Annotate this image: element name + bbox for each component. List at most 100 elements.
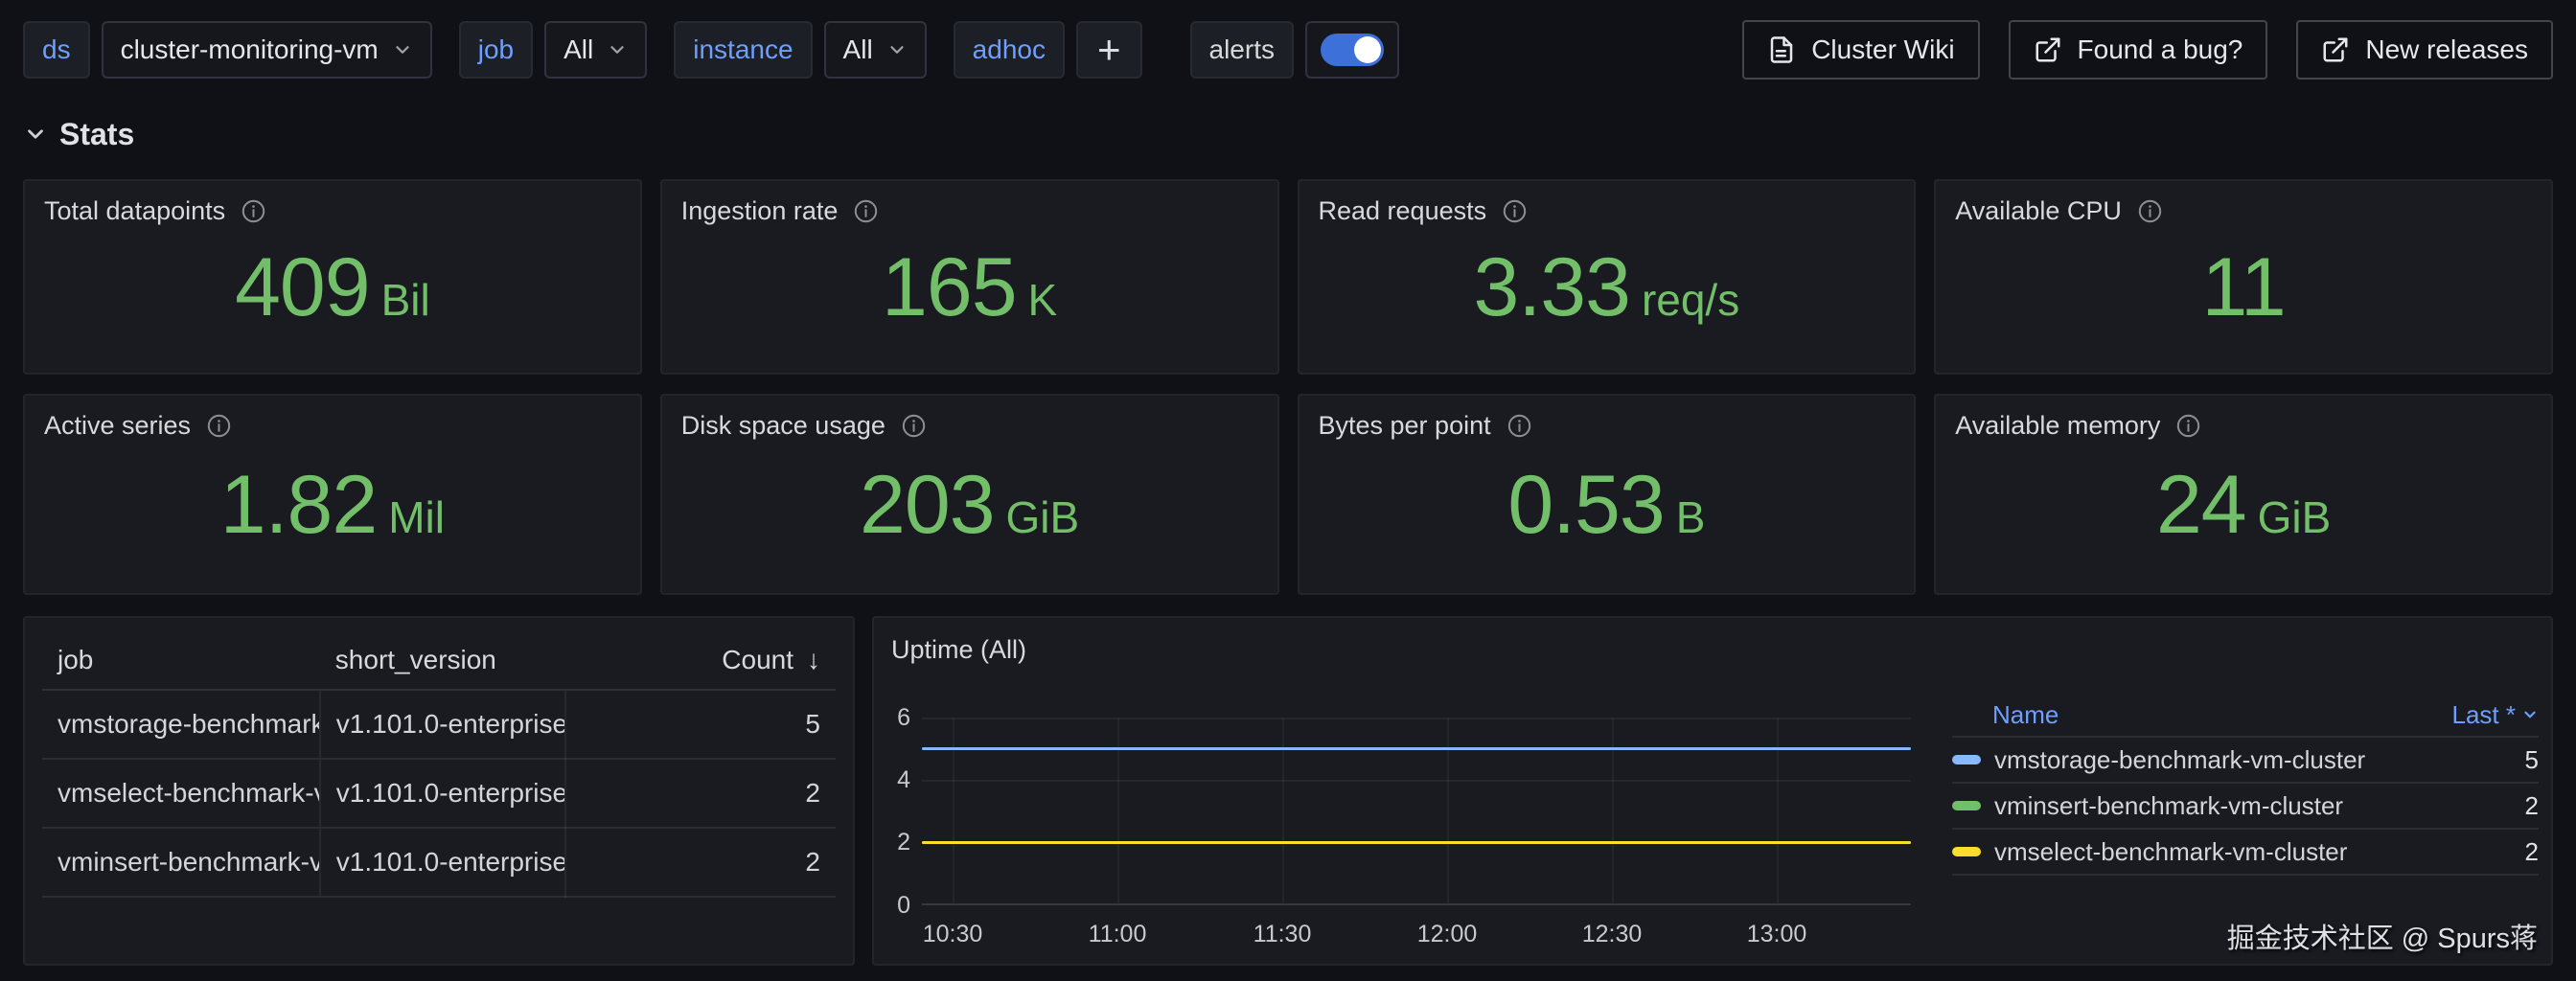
info-icon[interactable] [206, 413, 232, 439]
cell-job: vminsert-benchmark-vm-cluster [42, 828, 320, 897]
y-tick: 0 [874, 892, 910, 919]
stat-unit: K [1028, 278, 1058, 322]
stat-panel-total-datapoints: Total datapoints 409Bil [23, 179, 642, 375]
stat-value: 11 [2201, 246, 2285, 329]
stat-panel-available-memory: Available memory 24GiB [1934, 394, 2553, 595]
plus-icon: + [1097, 27, 1121, 73]
panel-title: Available memory [1955, 411, 2160, 441]
table-row: vmselect-benchmark-vm-cluster v1.101.0-e… [42, 759, 836, 828]
series-color-swatch [1952, 847, 1981, 856]
alerts-label: alerts [1190, 21, 1294, 79]
link-label: Found a bug? [2078, 34, 2243, 65]
info-icon[interactable] [241, 198, 266, 224]
series-last-value: 5 [2525, 745, 2539, 775]
info-icon[interactable] [853, 198, 879, 224]
cell-count: 2 [565, 759, 836, 828]
stats-row-header[interactable]: Stats [23, 115, 2553, 153]
chevron-down-icon [23, 122, 48, 147]
variable-job-picker[interactable]: All [544, 21, 647, 79]
x-tick: 12:30 [1582, 921, 1643, 948]
gridline [1117, 718, 1119, 903]
stat-value: 165 [882, 246, 1017, 329]
cell-job: vmselect-benchmark-vm-cluster [42, 759, 320, 828]
x-axis-line [922, 903, 1911, 905]
cell-count: 5 [565, 690, 836, 759]
variable-instance-value: All [843, 34, 873, 65]
gridline [953, 718, 954, 903]
stat-unit: GiB [2258, 495, 2332, 539]
stat-panel-ingestion-rate: Ingestion rate 165K [660, 179, 1279, 375]
series-last-value: 2 [2525, 791, 2539, 821]
variable-label-job[interactable]: job [459, 21, 533, 79]
variable-instance-picker[interactable]: All [824, 21, 927, 79]
cell-short-version: v1.101.0-enterprise- [320, 828, 566, 897]
stat-panel-read-requests: Read requests 3.33 req/s [1298, 179, 1917, 375]
stat-panel-bytes-per-point: Bytes per point 0.53B [1298, 394, 1917, 595]
cluster-wiki-link[interactable]: Cluster Wiki [1742, 20, 1979, 80]
legend-item[interactable]: vminsert-benchmark-vm-cluster 2 [1952, 784, 2539, 830]
info-icon[interactable] [1502, 198, 1528, 224]
adhoc-filter-label[interactable]: adhoc [954, 21, 1065, 79]
legend-last-header[interactable]: Last * [2452, 700, 2540, 730]
stat-unit: Mil [388, 495, 445, 539]
add-adhoc-filter-button[interactable]: + [1076, 21, 1142, 79]
y-tick: 4 [874, 766, 910, 793]
y-axis: 6 4 2 0 [874, 718, 910, 905]
datasource-picker[interactable]: cluster-monitoring-vm [102, 21, 432, 79]
panel-title: Disk space usage [681, 411, 886, 441]
column-header-short-version[interactable]: short_version [320, 629, 566, 690]
series-name[interactable]: vmselect-benchmark-vm-cluster [1994, 837, 2347, 867]
x-tick: 13:00 [1747, 921, 1807, 948]
cell-job: vmstorage-benchmark-vm-cluster [42, 690, 320, 759]
panel-title: Available CPU [1955, 196, 2122, 226]
external-link-icon [2321, 35, 2350, 64]
toggle-on-track[interactable] [1321, 34, 1384, 66]
info-icon[interactable] [2175, 413, 2201, 439]
stat-unit: req/s [1642, 278, 1739, 322]
series-last-value: 2 [2525, 837, 2539, 867]
column-header-job[interactable]: job [42, 629, 320, 690]
panel-title: Bytes per point [1319, 411, 1491, 441]
dashboard-links: Cluster Wiki Found a bug? New releases [1714, 20, 2553, 80]
gridline [1777, 718, 1779, 903]
toggle-knob [1354, 36, 1381, 63]
link-label: Cluster Wiki [1811, 34, 1954, 65]
cell-short-version: v1.101.0-enterprise- [320, 759, 566, 828]
info-icon[interactable] [2137, 198, 2163, 224]
legend-item[interactable]: vmstorage-benchmark-vm-cluster 5 [1952, 738, 2539, 784]
x-tick: 10:30 [923, 921, 983, 948]
column-header-count[interactable]: Count↓ [565, 629, 836, 690]
y-tick: 2 [874, 829, 910, 856]
stat-value: 203 [860, 464, 995, 546]
series-line-vmstorage [922, 747, 1911, 750]
alerts-toggle[interactable] [1305, 21, 1399, 79]
series-line-vmselect [922, 841, 1911, 844]
chart-legend: Name Last * vmstorage-benchmark-vm-clust… [1952, 694, 2539, 876]
variable-label-instance[interactable]: instance [674, 21, 812, 79]
datasource-value: cluster-monitoring-vm [121, 34, 379, 65]
stat-panel-available-cpu: Available CPU 11 [1934, 179, 2553, 375]
series-name[interactable]: vmstorage-benchmark-vm-cluster [1994, 745, 2365, 775]
stat-value: 1.82 [220, 464, 377, 546]
watermark-text: 掘金技术社区 @ Spurs蒋 [2227, 916, 2538, 956]
stat-unit: B [1676, 495, 1706, 539]
new-releases-link[interactable]: New releases [2296, 20, 2553, 80]
chevron-down-icon [886, 39, 908, 60]
time-series-plot[interactable]: 10:30 11:00 11:30 12:00 12:30 13:00 [922, 718, 1911, 905]
info-icon[interactable] [1506, 413, 1532, 439]
stat-panel-active-series: Active series 1.82Mil [23, 394, 642, 595]
info-icon[interactable] [901, 413, 927, 439]
y-tick: 6 [874, 704, 910, 731]
grafana-dashboard: ds cluster-monitoring-vm job All instanc… [0, 0, 2576, 981]
stat-value: 3.33 [1474, 246, 1630, 329]
panel-title: Ingestion rate [681, 196, 839, 226]
legend-item[interactable]: vmselect-benchmark-vm-cluster 2 [1952, 830, 2539, 876]
found-a-bug-link[interactable]: Found a bug? [2009, 20, 2268, 80]
gridline [1612, 718, 1614, 903]
datasource-label[interactable]: ds [23, 21, 90, 79]
x-tick: 11:30 [1254, 921, 1312, 948]
legend-name-header[interactable]: Name [1992, 700, 2058, 730]
variable-instance-text: instance [693, 34, 793, 65]
panel-title: Read requests [1319, 196, 1487, 226]
series-name[interactable]: vminsert-benchmark-vm-cluster [1994, 791, 2343, 821]
